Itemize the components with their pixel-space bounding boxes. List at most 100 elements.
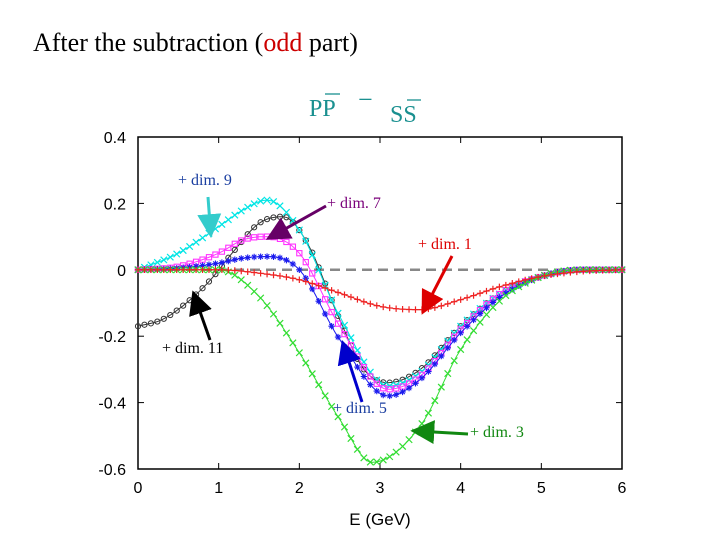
data-point <box>586 267 593 275</box>
annotation: + dim. 3 <box>410 420 524 445</box>
series-line <box>138 269 622 463</box>
data-point <box>528 275 535 282</box>
data-point <box>225 266 232 274</box>
data-point <box>496 283 503 291</box>
annotation: + dim. 7 <box>265 195 381 240</box>
data-point <box>373 380 380 387</box>
data-point <box>308 370 316 378</box>
data-point <box>315 297 322 305</box>
data-point <box>451 329 458 336</box>
data-point <box>354 296 361 303</box>
data-point <box>482 310 491 319</box>
data-point <box>154 266 161 273</box>
data-point <box>315 266 323 274</box>
data-point <box>309 280 316 287</box>
annotation-label: + dim. 9 <box>178 172 232 189</box>
data-point <box>321 296 329 303</box>
data-point <box>347 334 355 342</box>
data-point <box>321 284 329 292</box>
data-point <box>354 363 361 371</box>
data-point <box>231 256 238 263</box>
data-point <box>380 391 387 399</box>
data-point <box>238 237 245 244</box>
data-point <box>463 336 471 344</box>
data-point <box>580 268 587 275</box>
data-point <box>327 296 336 304</box>
data-point <box>457 345 465 354</box>
data-point <box>205 261 213 268</box>
data-point <box>192 266 200 273</box>
data-point <box>444 337 451 344</box>
data-point <box>257 253 264 260</box>
data-point <box>367 381 374 388</box>
data-point <box>476 290 484 297</box>
series-red <box>134 266 626 313</box>
series-cyan <box>134 196 626 390</box>
data-point <box>250 287 258 296</box>
data-point <box>392 448 400 456</box>
data-point <box>231 271 239 279</box>
data-point <box>270 271 277 279</box>
data-point <box>205 266 213 273</box>
data-point <box>483 304 490 312</box>
data-point <box>340 423 349 431</box>
data-point <box>399 376 406 383</box>
data-point <box>444 300 451 308</box>
data-point <box>405 373 413 380</box>
data-point <box>212 260 219 267</box>
data-point <box>327 402 336 411</box>
data-point <box>463 323 471 330</box>
data-point <box>328 322 335 330</box>
x-tick-label: 1 <box>214 480 223 497</box>
data-point <box>283 256 290 264</box>
data-point <box>522 276 529 284</box>
data-point <box>353 445 362 453</box>
data-point <box>451 336 458 344</box>
data-point <box>231 267 238 274</box>
data-point <box>489 299 497 306</box>
data-point <box>405 384 413 392</box>
axes: 0 1 2 3 4 5 6 -0.6 -0.4 -0.2 0 0.2 0.4 E (GeV) <box>98 130 626 529</box>
data-point <box>457 329 464 337</box>
data-point <box>437 383 445 391</box>
data-point <box>218 266 226 274</box>
series-green <box>134 266 626 466</box>
data-point <box>373 387 380 395</box>
data-point <box>476 310 484 317</box>
data-point <box>250 200 258 208</box>
data-point <box>237 207 245 215</box>
data-point <box>251 224 258 231</box>
data-point <box>302 275 309 282</box>
data-point <box>424 409 433 417</box>
data-point <box>386 392 393 400</box>
data-point <box>276 272 284 280</box>
data-point <box>328 287 335 294</box>
data-point <box>521 279 529 287</box>
data-point <box>386 304 393 312</box>
data-point <box>412 380 419 387</box>
data-point <box>334 289 342 296</box>
data-point <box>302 237 310 245</box>
data-point <box>166 253 174 261</box>
data-point <box>238 267 245 275</box>
data-point <box>173 266 180 273</box>
y-tick-label: 0 <box>117 263 126 280</box>
data-point <box>418 374 426 382</box>
data-point <box>380 385 387 392</box>
x-axis-label: E (GeV) <box>349 510 410 529</box>
data-point <box>502 281 510 289</box>
data-point <box>560 269 568 277</box>
subtitle: PP − SS <box>309 85 421 128</box>
data-point <box>225 244 232 251</box>
data-point <box>469 327 478 335</box>
series-layer <box>134 196 626 466</box>
data-point <box>205 278 213 285</box>
data-point <box>167 266 174 273</box>
data-point <box>412 369 419 376</box>
data-point <box>231 240 238 247</box>
data-point <box>605 267 613 274</box>
data-point <box>231 211 239 219</box>
data-point <box>186 242 194 251</box>
data-point <box>405 436 413 444</box>
data-point <box>154 318 161 325</box>
